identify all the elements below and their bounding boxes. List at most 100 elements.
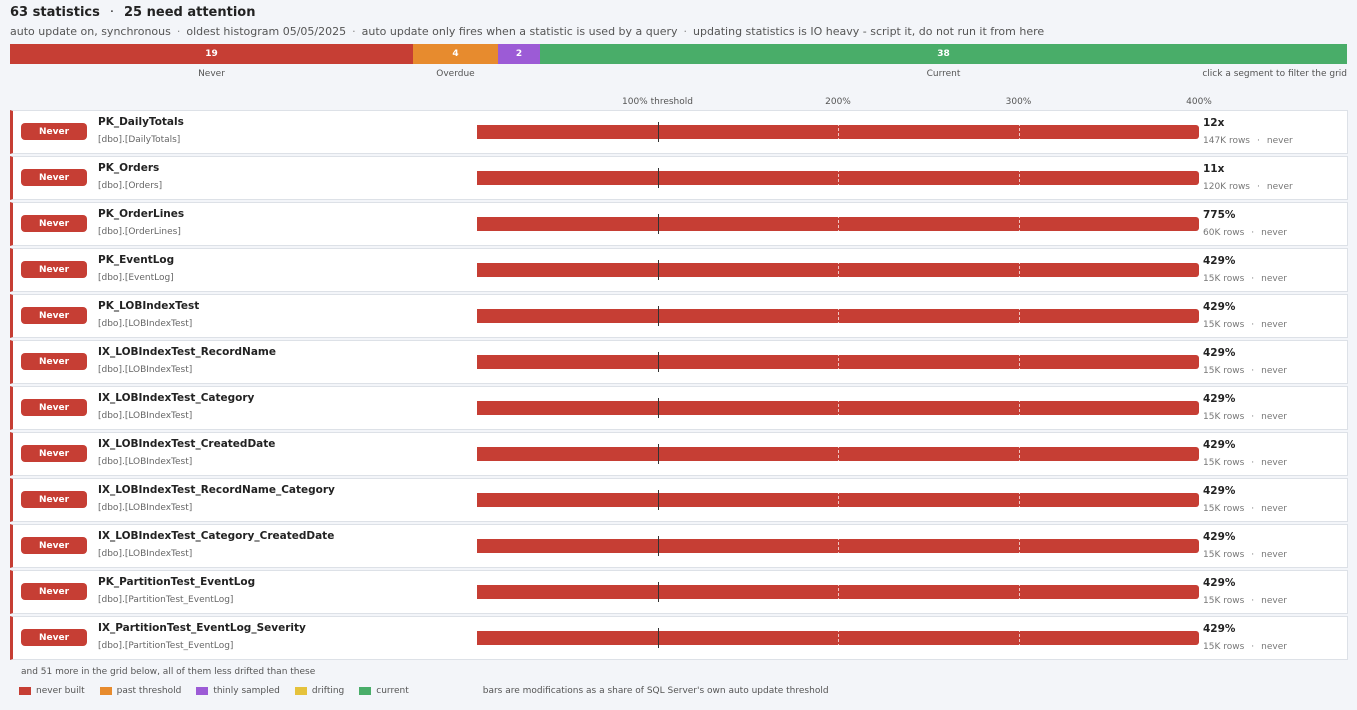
axis-label-400: 400% [1186, 97, 1212, 107]
drift-bar-track [477, 306, 1199, 326]
statistic-name: PK_Orders [98, 162, 160, 174]
header-separator: · [109, 5, 115, 20]
gridline-200 [838, 629, 839, 647]
row-count: 120K rows [1203, 182, 1250, 192]
row-count: 15K rows [1203, 504, 1245, 514]
threshold-marker [657, 444, 659, 464]
legend-item: drifting [294, 686, 345, 696]
legend-label: thinly sampled [213, 686, 280, 696]
last-updated: never [1261, 596, 1287, 606]
statistic-row[interactable]: Never PK_PartitionTest_EventLog [dbo].[Par… [10, 570, 1348, 614]
legend-swatch [359, 687, 372, 695]
drift-bar-track [477, 352, 1199, 372]
row-count: 15K rows [1203, 320, 1245, 330]
legend-swatch [196, 687, 209, 695]
legend: never built past threshold thinly sampled d… [19, 686, 829, 696]
status-segment-bar: 19 4 2 38 [10, 44, 1347, 64]
row-count: 60K rows [1203, 228, 1245, 238]
drift-bar-track [477, 628, 1199, 648]
status-badge: Never [21, 261, 87, 278]
legend-label: never built [36, 686, 85, 696]
gridline-300 [1018, 583, 1020, 601]
status-badge: Never [21, 537, 87, 554]
status-badge: Never [21, 399, 87, 416]
row-meta: 15K rows · never [1203, 274, 1287, 284]
statistic-row[interactable]: Never IX_PartitionTest_EventLog_Severity [… [10, 616, 1348, 660]
segment-sampled[interactable]: 2 [498, 44, 540, 64]
statistic-row[interactable]: Never PK_LOBIndexTest [dbo].[LOBIndexTest]… [10, 294, 1348, 338]
total-statistics: 63 statistics [10, 5, 100, 20]
row-meta: 15K rows · never [1203, 504, 1287, 514]
status-badge: Never [21, 123, 87, 140]
last-updated: never [1266, 136, 1293, 146]
statistic-row[interactable]: Never IX_LOBIndexTest_RecordName_Category… [10, 478, 1348, 522]
drift-percent: 429% [1203, 485, 1236, 497]
row-meta: 60K rows · never [1203, 228, 1287, 238]
statistic-table: [dbo].[LOBIndexTest] [98, 503, 193, 513]
gridline-300 [1018, 215, 1020, 233]
row-count: 15K rows [1203, 596, 1245, 606]
statistic-table: [dbo].[LOBIndexTest] [98, 457, 193, 467]
last-updated: never [1261, 504, 1287, 514]
row-meta: 147K rows · never [1203, 136, 1293, 146]
threshold-marker [657, 352, 659, 372]
last-updated: never [1261, 274, 1287, 284]
segment-current[interactable]: 38 [540, 44, 1347, 64]
threshold-axis: 100% threshold 200% 300% 400% [10, 97, 1347, 109]
legend-item: thinly sampled [196, 686, 280, 696]
statistic-row[interactable]: Never PK_Orders [dbo].[Orders] 11x 120K rows… [10, 156, 1348, 200]
segment-label-current: Current [926, 69, 961, 79]
gridline-300 [1018, 353, 1020, 371]
drift-bar-track [477, 260, 1199, 280]
segment-overdue[interactable]: 4 [413, 44, 498, 64]
statistic-name: IX_PartitionTest_EventLog_Severity [98, 622, 306, 634]
statistic-row[interactable]: Never IX_LOBIndexTest_CreatedDate [dbo].[L… [10, 432, 1348, 476]
threshold-marker [657, 490, 659, 510]
gridline-300 [1018, 537, 1020, 555]
statistic-name: PK_EventLog [98, 254, 175, 266]
threshold-marker [657, 168, 659, 188]
legend-label: current [376, 686, 409, 696]
axis-label-100: 100% threshold [622, 97, 693, 107]
status-badge: Never [21, 491, 87, 508]
legend-label: drifting [311, 686, 345, 696]
auto-update-note: auto update only fires when a statistic … [361, 25, 678, 38]
segment-label-never: Never [198, 69, 225, 79]
statistic-row[interactable]: Never IX_LOBIndexTest_RecordName [dbo].[LO… [10, 340, 1348, 384]
statistic-row[interactable]: Never PK_EventLog [dbo].[EventLog] 429% 15K … [10, 248, 1348, 292]
statistic-table: [dbo].[PartitionTest_EventLog] [98, 595, 234, 605]
drift-percent: 429% [1203, 255, 1236, 267]
last-updated: never [1266, 182, 1293, 192]
statistic-row[interactable]: Never PK_DailyTotals [dbo].[DailyTotals] 12… [10, 110, 1348, 154]
gridline-300 [1018, 491, 1020, 509]
threshold-marker [657, 398, 659, 418]
status-badge: Never [21, 629, 87, 646]
gridline-200 [838, 169, 839, 187]
drift-percent: 775% [1203, 209, 1236, 221]
gridline-300 [1018, 399, 1020, 417]
statistic-row[interactable]: Never PK_OrderLines [dbo].[OrderLines] 775%… [10, 202, 1348, 246]
statistic-row[interactable]: Never IX_LOBIndexTest_Category [dbo].[LOBI… [10, 386, 1348, 430]
row-count: 15K rows [1203, 550, 1245, 560]
axis-label-300: 300% [1005, 97, 1032, 107]
threshold-marker [657, 628, 659, 648]
statistic-table: [dbo].[DailyTotals] [98, 135, 181, 145]
row-count: 15K rows [1203, 274, 1245, 284]
segment-never[interactable]: 19 [10, 44, 413, 64]
last-updated: never [1261, 228, 1287, 238]
drift-percent: 429% [1203, 393, 1236, 405]
gridline-200 [838, 583, 839, 601]
drift-bar-track [477, 444, 1199, 464]
statistic-row[interactable]: Never IX_LOBIndexTest_Category_CreatedDat… [10, 524, 1348, 568]
drift-percent: 11x [1203, 163, 1225, 175]
statistic-name: PK_OrderLines [98, 208, 185, 220]
statistic-name: PK_PartitionTest_EventLog [98, 576, 256, 588]
gridline-300 [1018, 169, 1020, 187]
last-updated: never [1261, 320, 1287, 330]
status-badge: Never [21, 169, 87, 186]
gridline-200 [838, 399, 839, 417]
more-rows-note: and 51 more in the grid below, all of th… [21, 667, 316, 677]
row-meta: 15K rows · never [1203, 366, 1287, 376]
row-count: 15K rows [1203, 412, 1245, 422]
statistic-table: [dbo].[PartitionTest_EventLog] [98, 641, 234, 651]
